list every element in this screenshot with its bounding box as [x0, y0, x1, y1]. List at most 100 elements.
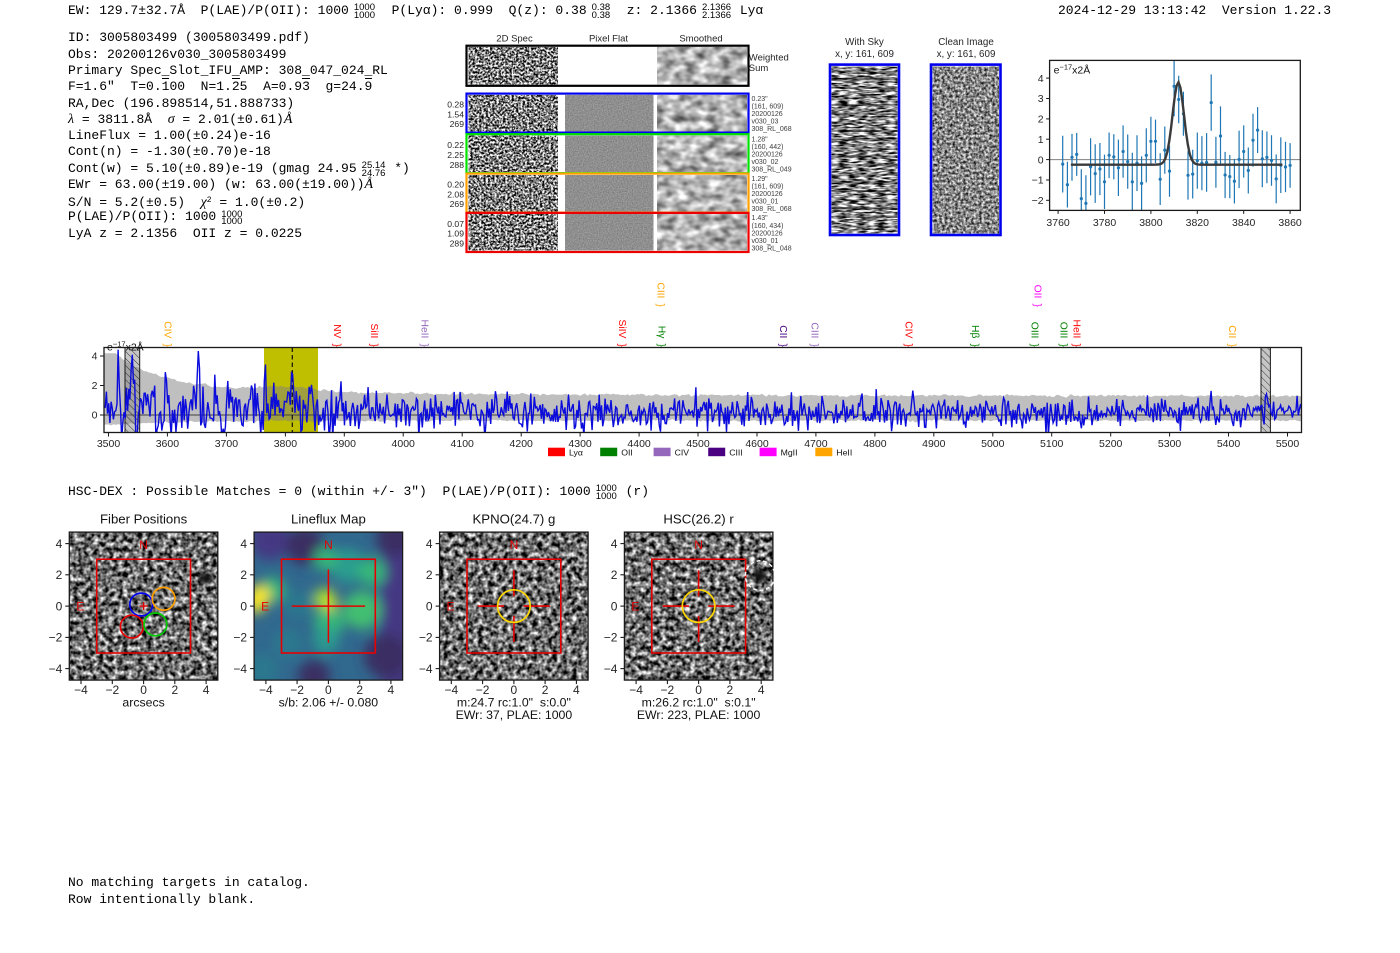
- svg-text:e−17x2Å: e−17x2Å: [107, 339, 144, 353]
- svg-text:OII: OII: [621, 447, 633, 457]
- svg-text:KPNO(24.7) g: KPNO(24.7) g: [472, 512, 555, 527]
- svg-text:CII }: CII }: [777, 325, 788, 347]
- svg-text:0: 0: [611, 599, 618, 613]
- svg-text:3800: 3800: [1139, 217, 1163, 229]
- svg-text:0: 0: [511, 683, 518, 697]
- svg-text:0: 0: [1038, 154, 1044, 166]
- svg-text:0.28: 0.28: [447, 100, 464, 110]
- svg-text:4300: 4300: [568, 438, 592, 450]
- svg-text:0: 0: [426, 599, 433, 613]
- svg-text:5100: 5100: [1040, 438, 1064, 450]
- svg-text:v030_01: v030_01: [752, 199, 779, 206]
- svg-text:5200: 5200: [1099, 438, 1123, 450]
- svg-text:Hγ }: Hγ }: [655, 326, 666, 348]
- svg-text:Hβ }: Hβ }: [969, 325, 980, 348]
- svg-text:269: 269: [450, 199, 465, 209]
- svg-text:3900: 3900: [333, 438, 357, 450]
- svg-text:0.22: 0.22: [447, 140, 464, 150]
- svg-text:Lineflux Map: Lineflux Map: [291, 512, 366, 527]
- svg-text:−1: −1: [1032, 175, 1044, 187]
- svg-text:−4: −4: [444, 683, 458, 697]
- svg-text:20200126: 20200126: [752, 152, 783, 159]
- svg-text:0.20: 0.20: [447, 180, 464, 190]
- svg-text:2: 2: [171, 683, 178, 697]
- svg-text:CII }: CII }: [1226, 325, 1237, 347]
- svg-text:−2: −2: [476, 683, 490, 697]
- svg-text:−2: −2: [233, 631, 247, 645]
- svg-text:HeII }: HeII }: [418, 320, 429, 348]
- svg-text:3840: 3840: [1232, 217, 1256, 229]
- svg-text:0: 0: [240, 599, 247, 613]
- svg-text:5400: 5400: [1217, 438, 1241, 450]
- svg-text:SiIV }: SiIV }: [616, 320, 627, 348]
- svg-text:3700: 3700: [215, 438, 239, 450]
- svg-text:308_RL_049: 308_RL_049: [752, 167, 792, 174]
- svg-text:Pixel Flat: Pixel Flat: [589, 34, 628, 45]
- svg-text:0: 0: [140, 683, 147, 697]
- svg-text:2.25: 2.25: [447, 150, 464, 160]
- svg-text:1.43": 1.43": [752, 215, 769, 222]
- svg-text:4: 4: [92, 351, 98, 363]
- svg-text:4700: 4700: [804, 438, 828, 450]
- svg-text:269: 269: [450, 119, 465, 129]
- svg-text:0: 0: [695, 683, 702, 697]
- svg-text:N: N: [139, 538, 148, 552]
- svg-text:Lyα: Lyα: [569, 447, 583, 457]
- svg-text:CIV }: CIV }: [902, 321, 913, 347]
- svg-text:EWr: 37, PLAE: 1000: EWr: 37, PLAE: 1000: [456, 708, 573, 722]
- svg-text:4: 4: [203, 683, 210, 697]
- svg-text:4500: 4500: [686, 438, 710, 450]
- svg-text:HSC(26.2) r: HSC(26.2) r: [663, 512, 734, 527]
- svg-text:−4: −4: [419, 662, 433, 676]
- svg-text:2: 2: [727, 683, 734, 697]
- svg-text:2: 2: [542, 683, 549, 697]
- svg-text:E: E: [76, 599, 84, 613]
- svg-text:2: 2: [356, 683, 363, 697]
- svg-text:−2: −2: [661, 683, 675, 697]
- svg-text:−4: −4: [49, 662, 63, 676]
- svg-text:1.28": 1.28": [752, 137, 769, 144]
- svg-text:−4: −4: [604, 662, 618, 676]
- svg-text:2: 2: [240, 568, 247, 582]
- svg-text:4: 4: [426, 537, 433, 551]
- svg-text:4000: 4000: [392, 438, 416, 450]
- svg-text:4: 4: [611, 537, 618, 551]
- svg-text:4: 4: [1038, 73, 1044, 85]
- svg-text:CIV }: CIV }: [161, 321, 172, 347]
- svg-text:289: 289: [450, 239, 465, 249]
- svg-text:−4: −4: [629, 683, 643, 697]
- svg-text:308_RL_048: 308_RL_048: [752, 245, 792, 252]
- svg-text:v030_02: v030_02: [752, 159, 779, 166]
- svg-text:Fiber Positions: Fiber Positions: [100, 512, 188, 527]
- svg-text:1.29": 1.29": [752, 176, 769, 183]
- svg-text:x, y: 161, 609: x, y: 161, 609: [835, 49, 894, 60]
- svg-text:E: E: [261, 599, 269, 613]
- svg-text:−4: −4: [259, 683, 273, 697]
- svg-text:−2: −2: [604, 631, 618, 645]
- svg-text:−2: −2: [105, 683, 119, 697]
- svg-text:2: 2: [56, 568, 63, 582]
- svg-text:5300: 5300: [1158, 438, 1182, 450]
- svg-text:4200: 4200: [510, 438, 534, 450]
- svg-text:SiII }: SiII }: [368, 324, 379, 348]
- svg-text:20200126: 20200126: [752, 191, 783, 198]
- svg-text:3760: 3760: [1046, 217, 1070, 229]
- svg-text:Weighted: Weighted: [749, 53, 789, 64]
- svg-text:CIV: CIV: [675, 447, 690, 457]
- svg-text:3780: 3780: [1093, 217, 1117, 229]
- svg-text:(161, 609): (161, 609): [752, 184, 784, 191]
- svg-text:4900: 4900: [922, 438, 946, 450]
- svg-text:20200126: 20200126: [752, 111, 783, 118]
- svg-text:4600: 4600: [745, 438, 769, 450]
- svg-text:4: 4: [56, 537, 63, 551]
- svg-text:x, y: 161, 609: x, y: 161, 609: [937, 49, 996, 60]
- svg-text:1: 1: [1038, 134, 1044, 146]
- svg-text:NV }: NV }: [331, 324, 342, 347]
- svg-text:1.54: 1.54: [447, 109, 464, 119]
- svg-text:5500: 5500: [1276, 438, 1300, 450]
- svg-text:MgII: MgII: [781, 447, 798, 457]
- svg-text:−4: −4: [233, 662, 247, 676]
- svg-text:E: E: [631, 599, 639, 613]
- svg-text:EWr: 223, PLAE: 1000: EWr: 223, PLAE: 1000: [637, 708, 761, 722]
- svg-text:With Sky: With Sky: [845, 37, 884, 48]
